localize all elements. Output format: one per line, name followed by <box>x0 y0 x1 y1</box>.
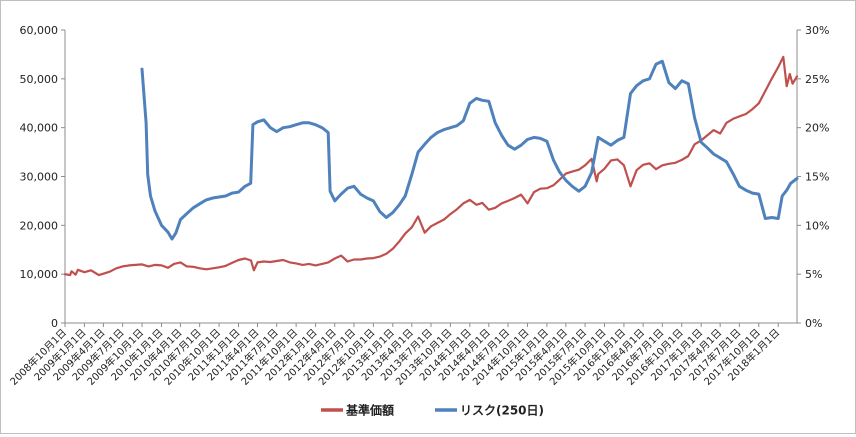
chart-axes: 0 10,000 20,000 30,000 40,000 50,000 60,000 0% 5… <box>7 24 829 388</box>
y-left-tick-label: 60,000 <box>20 24 59 37</box>
y-right-tick-label: 10% <box>805 219 829 232</box>
y-left-tick-label: 20,000 <box>20 219 59 232</box>
chart-legend: 基準価額 リスク(250日) <box>321 403 544 418</box>
y-right-tick-label: 15% <box>805 171 829 184</box>
y-left-tick-label: 40,000 <box>20 122 59 135</box>
y-right-tick-label: 0% <box>805 317 822 330</box>
y-left-tick-label: 10,000 <box>20 268 59 281</box>
y-right-tick-label: 5% <box>805 268 822 281</box>
y-left-tick-label: 50,000 <box>20 73 59 86</box>
y-left-tick-label: 30,000 <box>20 171 59 184</box>
legend-label-1: 基準価額 <box>345 403 394 418</box>
y-right-tick-label: 25% <box>805 73 829 86</box>
y-right-tick-label: 30% <box>805 24 829 37</box>
series-layer <box>63 55 799 277</box>
series-line-1 <box>63 55 799 277</box>
y-left-tick-label: 0 <box>51 317 58 330</box>
legend-label-2: リスク(250日) <box>460 404 544 418</box>
y-right-tick-label: 20% <box>805 122 829 135</box>
series-line-2 <box>140 59 799 241</box>
